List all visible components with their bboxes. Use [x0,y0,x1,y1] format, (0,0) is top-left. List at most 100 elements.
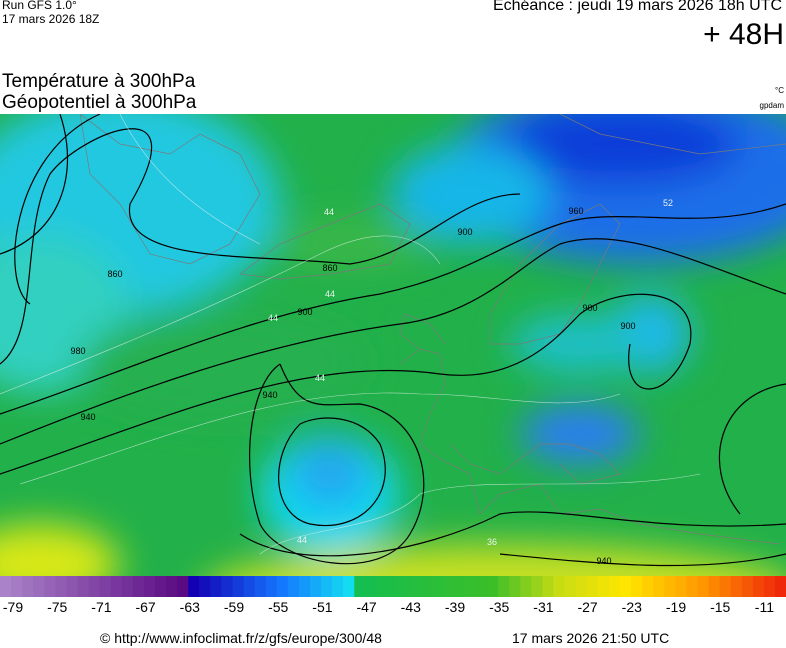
unit: gpdam [759,101,784,110]
isotherms [0,114,701,555]
colorbar-swatch [608,576,621,597]
colorbar-swatch [420,576,433,597]
colorbar-swatch [365,576,377,597]
colorbar-swatch [22,576,34,597]
contour-label: 44 [268,313,278,323]
colorbar-swatch [619,576,632,597]
colorbar-swatch [631,576,643,597]
colorbar-label: -59 [224,599,244,615]
colorbar-swatch [376,576,388,597]
colorbar-label: -55 [268,599,288,615]
colorbar-swatch [99,576,112,597]
contour-label: 860 [107,269,122,279]
contour-label: 940 [596,556,611,566]
colorbar-swatch [752,576,765,597]
colorbar-swatch [0,576,12,597]
colorbar-label: -39 [445,599,465,615]
run: Run GFS 1.0° [2,0,77,12]
colorbar-swatch [431,576,444,597]
colorbar-swatch [66,576,78,597]
contour-labels: 860 860 900 900 900 900 940 940 940 960 980 44 44 44 4… [70,198,673,566]
colorbar-swatch [642,576,654,597]
contour-label: 860 [322,263,337,273]
colorbar-swatch [675,576,687,597]
colorbar-swatch [453,576,466,597]
map: 860 860 900 900 900 900 940 940 940 960 980 44 44 44 4… [0,114,786,576]
colorbar: -79 -75 -71 -67 -63 -59 -55 -51 -47 -43 -39 -35 -31 -… [0,576,786,615]
colorbar-swatch [442,576,455,597]
colorbar-swatch [210,576,222,597]
colorbar-label: -15 [710,599,730,615]
unit: °C [775,86,784,95]
colorbar-label: -27 [577,599,597,615]
contour-label: 980 [70,346,85,356]
colorbar-swatch [254,576,267,597]
title: Géopotentiel à 300hPa [2,92,197,113]
colorbar-swatch [553,576,566,597]
colorbar-label: -31 [533,599,553,615]
colorbar-swatch [564,576,577,597]
lead-time: + 48H [703,18,784,51]
valid-time: Echéance : jeudi 19 mars 2026 18h UTC [492,0,782,14]
colorbar-swatch [531,576,543,597]
colorbar-swatch [11,576,23,597]
colorbar-swatch [719,576,732,597]
colorbar-swatch [166,576,178,597]
colorbar-swatch [498,576,510,597]
colorbar-swatch [487,576,499,597]
contour-label: 900 [582,303,597,313]
colorbar-swatch [586,576,599,597]
colorbar-swatch [154,576,167,597]
contour-label: 960 [568,206,583,216]
colorbar-swatch [232,576,245,597]
colorbar-swatch [730,576,743,597]
colorbar-swatch [509,576,521,597]
contour-label: 940 [80,412,95,422]
colorbar-swatch [243,576,256,597]
colorbar-label: -67 [135,599,155,615]
colorbar-swatch [77,576,90,597]
colorbar-swatch [653,576,665,597]
colorbar-swatch [398,576,411,597]
colorbar-label: -19 [666,599,686,615]
colorbar-swatch [88,576,101,597]
colorbar-swatch [686,576,698,597]
colorbar-label: -43 [401,599,421,615]
colorbar-swatch [741,576,754,597]
colorbar-swatch [221,576,233,597]
colorbar-swatch [276,576,289,597]
colorbar-swatch [763,576,776,597]
colorbar-label: -23 [622,599,642,615]
colorbar-label: -79 [3,599,23,615]
colorbar-swatch [298,576,311,597]
colorbar-swatch [520,576,532,597]
contour-label: 52 [663,198,673,208]
temperature-field [0,114,786,576]
colorbar-swatch [387,576,400,597]
colorbar-swatch [121,576,134,597]
colorbar-swatch [708,576,721,597]
colorbar-label: -63 [180,599,200,615]
colorbar-swatch [354,576,366,597]
run-date: 17 mars 2026 18Z [2,12,100,26]
timestamp: 17 mars 2026 21:50 UTC [512,630,670,646]
colorbar-swatch [44,576,56,597]
colorbar-swatch [332,576,344,597]
colorbar-label: -35 [489,599,509,615]
colorbar-swatch [33,576,45,597]
contour-label: 940 [262,390,277,400]
colorbar-label: -47 [356,599,376,615]
colorbar-label: -71 [91,599,111,615]
colorbar-label: -75 [47,599,67,615]
title: Température à 300hPa [2,71,196,92]
source: © http://www.infoclimat.fr/z/gfs/europe/… [100,630,382,646]
colorbar-swatch [774,576,786,597]
contour-label: 44 [325,289,335,299]
colorbar-swatch [110,576,123,597]
colorbar-swatch [597,576,610,597]
colorbar-label: -11 [755,599,774,615]
colorbar-swatch [664,576,676,597]
colorbar-swatch [177,576,189,597]
colorbar-swatch [199,576,211,597]
